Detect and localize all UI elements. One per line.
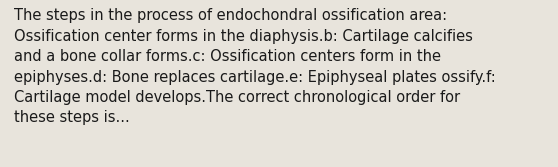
Text: The steps in the process of endochondral ossification area:
Ossification center : The steps in the process of endochondral… — [14, 8, 496, 125]
